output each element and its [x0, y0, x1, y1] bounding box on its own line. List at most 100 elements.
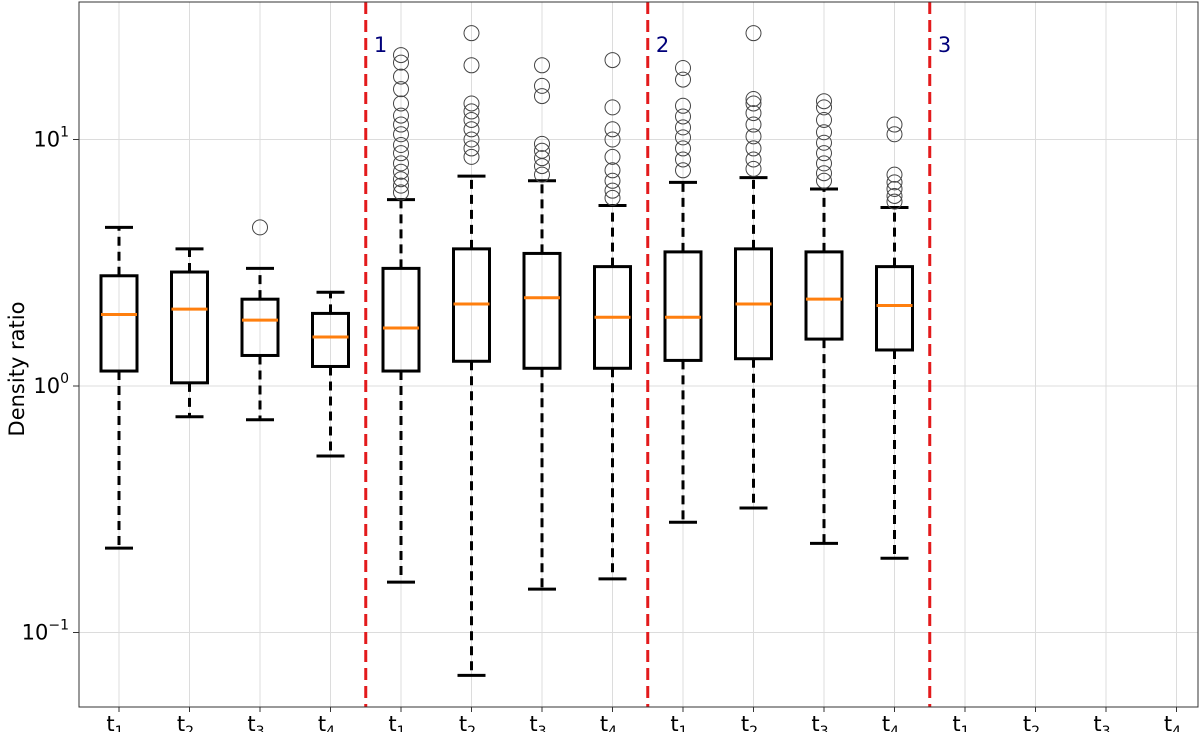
outlier-point [393, 47, 409, 64]
box-iqr [663, 250, 703, 362]
outlier-point [604, 52, 621, 69]
outlier-point [745, 151, 762, 168]
outlier-point [463, 103, 480, 120]
x-tick-label: t3 [1093, 712, 1110, 732]
x-tick-label: t4 [882, 712, 899, 732]
outlier-point [393, 81, 409, 98]
box-iqr [381, 266, 421, 373]
outlier-point [675, 151, 691, 168]
x-tick-label: t2 [459, 712, 476, 732]
box-iqr [240, 297, 280, 357]
group-label: 1 [374, 33, 387, 57]
outlier-point [604, 121, 621, 138]
outlier-point [745, 116, 762, 133]
outlier-point [393, 68, 409, 85]
outlier-point [534, 135, 550, 152]
outlier-point [816, 124, 832, 141]
outlier-point [675, 108, 691, 125]
outlier-point [534, 150, 550, 167]
outlier-point [604, 182, 621, 199]
outlier-point [745, 95, 762, 112]
outlier-point [534, 57, 550, 74]
x-tick-label: t3 [247, 712, 264, 732]
outlier-point [816, 145, 832, 162]
x-tick-label: t2 [1023, 712, 1040, 732]
outlier-point [816, 134, 832, 151]
outlier-point [604, 148, 621, 165]
outlier-point [463, 140, 480, 157]
outlier-point [604, 172, 621, 189]
outlier-point [463, 121, 480, 138]
outlier-point [675, 71, 691, 88]
outlier-point [745, 25, 762, 42]
outlier-point [252, 219, 268, 236]
outlier-point [534, 142, 550, 159]
outlier-point [886, 126, 903, 143]
outlier-point [463, 95, 480, 112]
box-iqr [311, 311, 350, 368]
x-tick-label: t3 [811, 712, 828, 732]
outlier-point [393, 145, 409, 162]
y-tick-label: 10−1 [22, 618, 69, 645]
group-label: 3 [938, 33, 951, 57]
outlier-point [463, 25, 480, 42]
outlier-point [816, 155, 832, 172]
x-tick-label: t1 [952, 712, 969, 732]
outlier-point [675, 140, 691, 157]
y-tick-label: 100 [33, 371, 69, 398]
outlier-point [816, 99, 832, 116]
x-tick-label: t2 [177, 712, 194, 732]
outlier-point [745, 128, 762, 145]
group-labels: 1234 [374, 33, 951, 57]
outlier-point [534, 77, 550, 94]
outlier-point [604, 162, 621, 179]
outlier-point [393, 136, 409, 153]
box-iqr [99, 274, 139, 373]
outlier-point [604, 131, 621, 148]
outlier-point [816, 93, 832, 110]
x-tick-label: t4 [1164, 712, 1181, 732]
outlier-point [463, 131, 480, 148]
outlier-point [886, 187, 903, 204]
outlier-point [886, 174, 903, 191]
outlier-point [675, 119, 691, 136]
outlier-point [675, 129, 691, 146]
outlier-point [393, 171, 409, 188]
plot-frame [78, 1, 1199, 708]
box-plots [99, 25, 914, 677]
outlier-point [393, 184, 409, 201]
group-label: 2 [656, 33, 669, 57]
outlier-point [393, 95, 409, 112]
outlier-point [534, 88, 550, 105]
group-dividers [364, 2, 932, 707]
outlier-point [675, 60, 691, 77]
outlier-point [604, 99, 621, 116]
outlier-point [675, 162, 691, 179]
outlier-point [534, 166, 550, 183]
outlier-point [393, 126, 409, 143]
outlier-point [393, 54, 409, 71]
box-iqr [522, 251, 562, 370]
outlier-point [393, 107, 409, 124]
box-iqr [170, 270, 209, 385]
outlier-point [463, 148, 480, 165]
x-tick-label: t1 [388, 712, 405, 732]
x-tick-label: t1 [106, 712, 123, 732]
outlier-point [675, 97, 691, 114]
outlier-point [816, 111, 832, 128]
x-tick-label: t4 [600, 712, 617, 732]
outlier-point [463, 57, 480, 74]
outlier-point [745, 160, 762, 177]
outlier-point [393, 155, 409, 172]
outlier-point [745, 90, 762, 107]
box-iqr [875, 265, 914, 352]
outlier-point [393, 116, 409, 133]
y-tick-label: 101 [33, 125, 69, 152]
outlier-point [886, 193, 903, 210]
outlier-point [745, 105, 762, 122]
axis-ticks: 10−1 100 101 t1 t2 t3 t4 t1 t2 t3 t4 t1 t2 t3 t4 t1 t2 t3… [22, 125, 1182, 732]
box-iqr [804, 250, 844, 341]
outlier-point [816, 172, 832, 189]
x-tick-label: t3 [529, 712, 546, 732]
